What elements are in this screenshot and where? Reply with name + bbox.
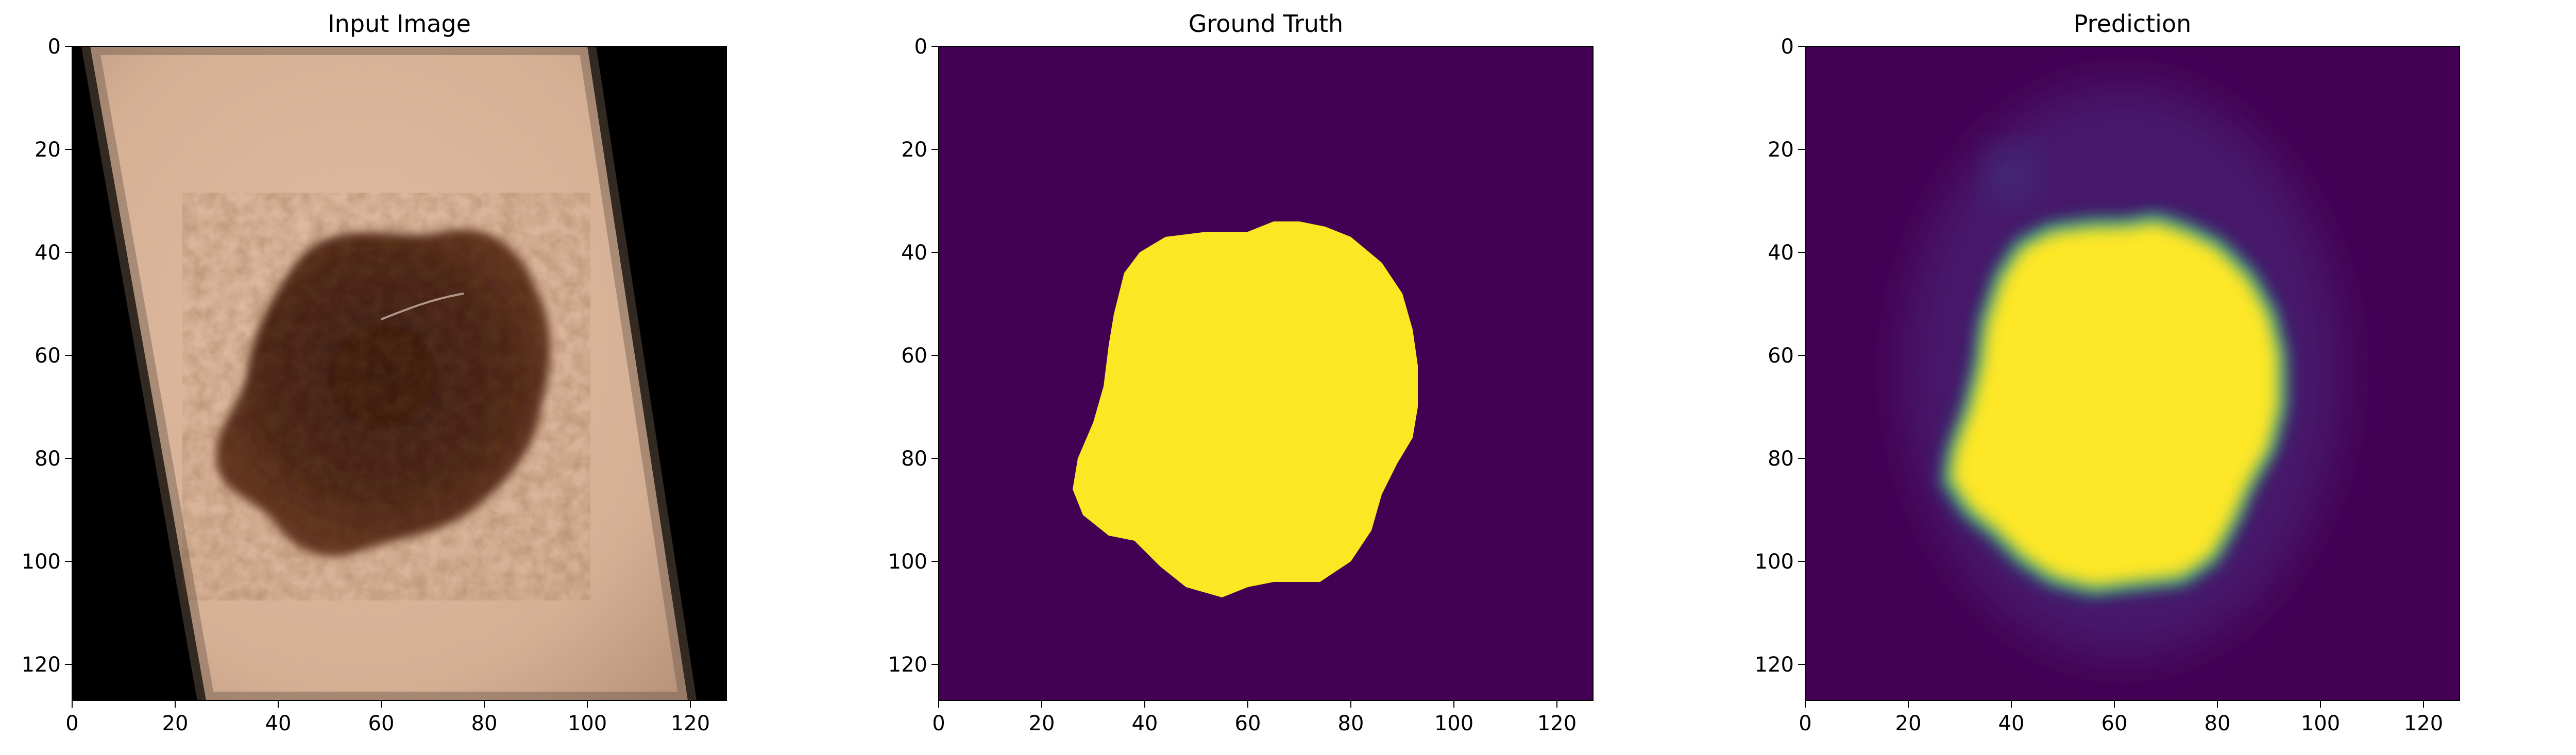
y-tick-label: 0 [48,35,61,59]
x-tick-label: 0 [932,712,945,735]
input-image [72,46,726,700]
y-tick-label: 40 [1768,241,1794,265]
y-tick-label: 20 [35,138,61,162]
y-tick-label: 0 [1781,35,1794,59]
x-tick-label: 80 [1338,712,1364,735]
x-tick-label: 60 [368,712,395,735]
x-tick-label: 20 [1895,712,1922,735]
y-tick-label: 100 [888,550,927,574]
x-tick-label: 0 [65,712,78,735]
y-tick-label: 80 [35,447,61,471]
prediction-mask [1950,221,2279,587]
x-tick-label: 40 [1132,712,1158,735]
y-tick-label: 0 [914,35,927,59]
x-tick-label: 100 [1434,712,1473,735]
panel-prediction: Prediction 0 20 40 60 80 100 120 0 20 40 60 80 100 1… [1755,10,2460,735]
x-tick-label: 100 [568,712,607,735]
x-tick-label: 100 [2301,712,2340,735]
y-tick-label: 120 [1755,653,1794,677]
ground-truth-mask [1073,221,1418,597]
x-axis: 0 20 40 60 80 100 120 [932,700,1577,735]
x-tick-label: 0 [1799,712,1811,735]
x-tick-label: 60 [1235,712,1261,735]
x-tick-label: 20 [162,712,189,735]
y-tick-label: 60 [901,344,927,368]
x-axis: 0 20 40 60 80 100 120 [1799,700,2443,735]
x-tick-label: 60 [2102,712,2128,735]
y-tick-label: 40 [35,241,61,265]
y-tick-label: 100 [22,550,61,574]
panel-title: Prediction [2074,10,2192,38]
y-tick-label: 60 [35,344,61,368]
y-tick-label: 120 [888,653,927,677]
y-axis: 0 20 40 60 80 100 120 [888,35,939,677]
x-tick-label: 40 [1998,712,2025,735]
y-tick-label: 100 [1755,550,1794,574]
panel-title: Ground Truth [1189,10,1343,38]
x-tick-label: 40 [265,712,292,735]
y-tick-label: 20 [901,138,927,162]
x-tick-label: 120 [1537,712,1577,735]
y-axis: 0 20 40 60 80 100 120 [22,35,72,677]
prediction-blob [1989,149,2035,201]
y-tick-label: 80 [1768,447,1794,471]
x-tick-label: 20 [1029,712,1055,735]
panel-title: Input Image [328,10,471,38]
x-tick-label: 80 [2205,712,2231,735]
y-axis: 0 20 40 60 80 100 120 [1755,35,1805,677]
x-axis: 0 20 40 60 80 100 120 [65,700,710,735]
y-tick-label: 120 [22,653,61,677]
y-tick-label: 20 [1768,138,1794,162]
x-tick-label: 120 [671,712,710,735]
x-tick-label: 120 [2404,712,2443,735]
hair-strand [381,293,464,320]
y-tick-label: 40 [901,241,927,265]
panel-input-image: Input Image 0 20 40 60 80 100 120 0 20 40 60 80 100… [22,10,727,735]
y-tick-label: 80 [901,447,927,471]
y-tick-label: 60 [1768,344,1794,368]
skin-patch-shadow [81,46,697,700]
panel-ground-truth: Ground Truth 0 20 40 60 80 100 120 0 20 40 60 80 10… [888,10,1594,735]
x-tick-label: 80 [471,712,498,735]
